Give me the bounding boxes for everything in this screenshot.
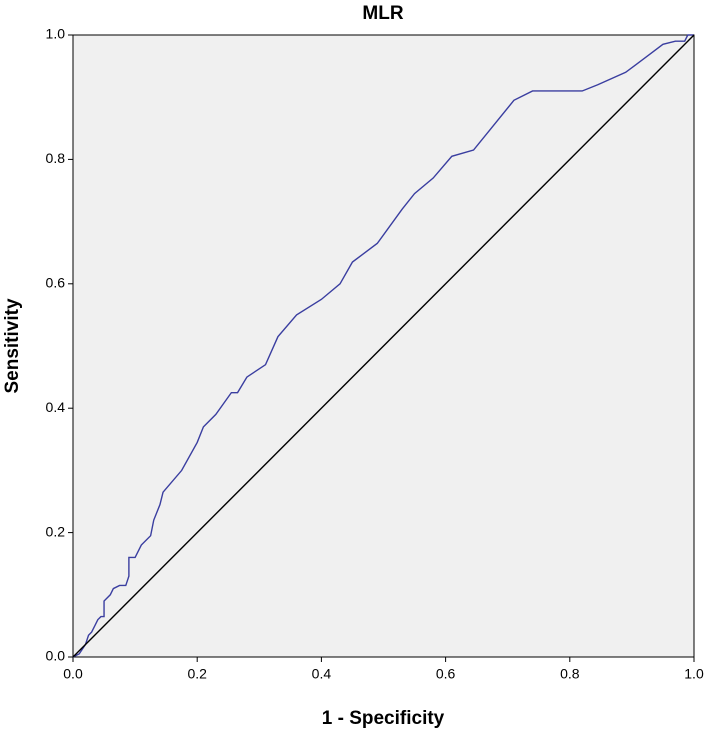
y-tick-label: 0.6 [46, 275, 66, 291]
y-tick-label: 0.0 [46, 648, 66, 664]
x-tick-label: 0.8 [560, 666, 580, 682]
x-tick-label: 0.0 [63, 666, 83, 682]
line [72, 34, 694, 658]
x-tick-label: 0.2 [187, 666, 207, 682]
chart-title: MLR [362, 3, 403, 24]
x-tick-label: 0.6 [436, 666, 456, 682]
x-tick-label: 0.4 [312, 666, 332, 682]
y-tick-label: 1.0 [46, 26, 66, 42]
y-axis-label: Sensitivity [2, 298, 23, 393]
line [72, 34, 695, 658]
x-axis-label: 1 - Specificity [322, 708, 445, 729]
y-tick-label: 0.4 [46, 399, 66, 415]
x-tick-label: 1.0 [684, 666, 704, 682]
y-tick-label: 0.8 [46, 150, 66, 166]
y-tick-label: 0.2 [46, 523, 66, 539]
